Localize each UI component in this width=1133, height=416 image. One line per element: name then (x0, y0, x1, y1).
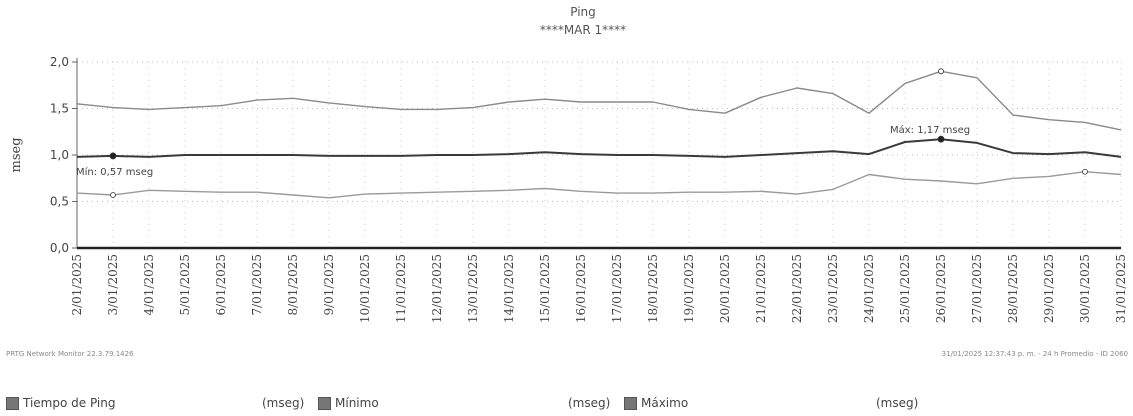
legend-item-tiempo-de-ping: Tiempo de Ping (6, 396, 115, 410)
chart-subtitle: ****MAR 1**** (540, 23, 626, 37)
x-tick-label: 2/01/2025 (70, 254, 84, 316)
x-tick-label: 15/01/2025 (538, 254, 552, 323)
legend-label: Mínimo (335, 396, 379, 410)
x-tick-label: 3/01/2025 (106, 254, 120, 316)
x-tick-label: 20/01/2025 (718, 254, 732, 323)
y-axis-label: mseg (9, 137, 24, 172)
chart-legend: Tiempo de Ping (mseg) Mínimo (mseg) Máxi… (0, 396, 1133, 414)
maximo-peak-marker (938, 68, 944, 75)
legend-item-minimo: Mínimo (318, 396, 379, 410)
x-tick-label: 4/01/2025 (142, 254, 156, 316)
legend-unit: (mseg) (876, 396, 919, 410)
legend-unit: (mseg) (262, 396, 305, 410)
series-line-minimo (76, 170, 1122, 199)
x-tick-label: 9/01/2025 (322, 254, 336, 316)
legend-swatch (6, 396, 19, 410)
legend-item-maximo: Máximo (624, 396, 688, 410)
y-tick-label: 0,5 (50, 195, 69, 209)
y-tick-label: 1,5 (50, 102, 69, 116)
x-tick-label: 10/01/2025 (358, 254, 372, 323)
series-line-maximo (76, 70, 1122, 131)
y-tick-label: 1,0 (50, 148, 69, 162)
x-tick-label: 19/01/2025 (682, 254, 696, 323)
x-tick-label: 7/01/2025 (250, 254, 264, 316)
footer-left: PRTG Network Monitor 22.3.79.1426 (6, 350, 134, 358)
ping-chart: Ping ****MAR 1**** mseg 2,01,51,00,50,02… (6, 5, 1128, 358)
x-tick-label: 17/01/2025 (610, 254, 624, 323)
series-line-tiempo-de-ping (76, 138, 1122, 158)
minimo-end-marker (1082, 168, 1088, 175)
max-marker (937, 135, 945, 143)
x-tick-label: 28/01/2025 (1006, 254, 1020, 323)
x-tick-label: 14/01/2025 (502, 254, 516, 323)
x-tick-label: 6/01/2025 (214, 254, 228, 316)
x-tick-label: 18/01/2025 (646, 254, 660, 323)
y-tick-label: 2,0 (50, 55, 69, 69)
x-tick-label: 26/01/2025 (934, 254, 948, 323)
legend-label: Tiempo de Ping (23, 396, 116, 410)
ping-start-marker (109, 152, 117, 160)
x-tick-label: 25/01/2025 (898, 254, 912, 323)
legend-swatch (624, 396, 637, 410)
min-annotation: Mín: 0,57 mseg (76, 166, 153, 178)
x-tick-label: 27/01/2025 (970, 254, 984, 323)
legend-unit: (mseg) (568, 396, 611, 410)
x-tick-label: 29/01/2025 (1042, 254, 1056, 323)
footer-right: 31/01/2025 12:37:43 p. m. - 24 h Promedi… (942, 350, 1128, 358)
x-tick-label: 16/01/2025 (574, 254, 588, 323)
x-tick-label: 8/01/2025 (286, 254, 300, 316)
legend-label: Máximo (641, 396, 689, 410)
x-tick-label: 22/01/2025 (790, 254, 804, 323)
x-tick-label: 21/01/2025 (754, 254, 768, 323)
x-tick-label: 23/01/2025 (826, 254, 840, 323)
legend-swatch (318, 396, 331, 410)
x-tick-label: 24/01/2025 (862, 254, 876, 323)
min-marker (110, 192, 116, 198)
x-tick-label: 11/01/2025 (394, 254, 408, 323)
x-tick-label: 31/01/2025 (1114, 254, 1128, 323)
chart-title: Ping (570, 5, 596, 19)
x-tick-label: 12/01/2025 (430, 254, 444, 323)
x-tick-label: 30/01/2025 (1078, 254, 1092, 323)
y-tick-label: 0,0 (50, 241, 69, 255)
x-tick-label: 5/01/2025 (178, 254, 192, 316)
max-annotation: Máx: 1,17 mseg (890, 124, 970, 136)
x-tick-label: 13/01/2025 (466, 254, 480, 323)
